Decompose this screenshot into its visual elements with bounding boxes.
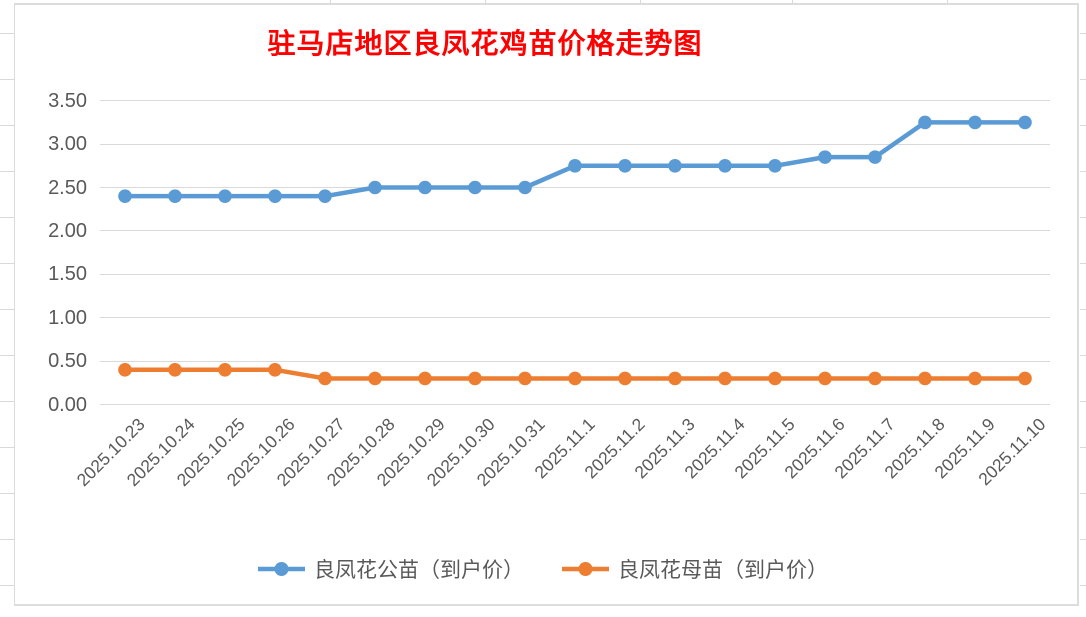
y-tick-label: 1.50 (48, 263, 87, 286)
y-tick-label: 0.00 (48, 393, 87, 416)
data-point-marker[interactable] (418, 371, 432, 386)
sheet-gridline-remnant (0, 355, 14, 356)
chart-legend[interactable]: 良凤花公苗（到户价） 良凤花母苗（到户价） (258, 554, 828, 584)
sheet-gridline-remnant (0, 171, 14, 172)
y-tick-label: 3.50 (48, 89, 87, 112)
data-point-marker[interactable] (268, 362, 282, 377)
data-point-marker[interactable] (368, 371, 382, 386)
y-tick-label: 2.50 (48, 176, 87, 199)
data-point-marker[interactable] (168, 189, 182, 203)
data-point-marker[interactable] (718, 371, 732, 386)
data-point-marker[interactable] (768, 159, 782, 173)
y-tick-label: 1.00 (48, 306, 87, 329)
sheet-gridline-remnant (0, 447, 14, 448)
sheet-gridline-remnant (1080, 309, 1086, 310)
data-point-marker[interactable] (368, 180, 382, 195)
chart-title: 驻马店地区良凤花鸡苗价格走势图 (267, 29, 703, 60)
sheet-gridline-remnant (0, 401, 14, 402)
y-tick-label: 3.00 (48, 133, 87, 156)
sheet-gridline-remnant (0, 585, 14, 586)
sheet-gridline-remnant (0, 79, 14, 80)
sheet-gridline-remnant (0, 217, 14, 218)
data-point-marker[interactable] (568, 159, 582, 173)
data-point-marker[interactable] (768, 371, 782, 386)
y-tick-label: 2.00 (48, 219, 87, 242)
sheet-gridline-remnant (0, 263, 14, 264)
data-point-marker[interactable] (868, 371, 882, 386)
data-point-marker[interactable] (968, 115, 982, 130)
data-point-marker[interactable] (618, 371, 632, 386)
data-point-marker[interactable] (518, 371, 532, 386)
data-point-marker[interactable] (318, 189, 332, 203)
y-tick-label: 0.50 (48, 350, 87, 373)
gridline (100, 273, 1050, 275)
gridline (100, 187, 1050, 188)
sheet-gridline-remnant (1080, 401, 1086, 402)
data-point-marker[interactable] (568, 371, 582, 386)
sheet-gridline-remnant (1080, 447, 1086, 448)
sheet-gridline-remnant (0, 33, 14, 34)
sheet-gridline-remnant (0, 309, 14, 310)
data-point-marker[interactable] (668, 371, 682, 386)
sheet-gridline-remnant (947, 0, 948, 4)
data-point-marker[interactable] (868, 150, 882, 164)
legend-key-line-marker (258, 562, 305, 576)
data-point-marker[interactable] (1018, 115, 1032, 130)
data-point-marker[interactable] (118, 189, 132, 203)
sheet-gridline-remnant (1080, 171, 1086, 172)
data-point-marker[interactable] (218, 189, 232, 203)
sheet-gridline-remnant (1080, 79, 1086, 80)
legend-item[interactable]: 良凤花母苗（到户价） (562, 554, 828, 584)
data-point-marker[interactable] (818, 150, 832, 164)
gridline (100, 317, 1050, 319)
gridline (100, 230, 1050, 232)
sheet-gridline-remnant (1080, 355, 1086, 356)
sheet-gridline-remnant (330, 0, 331, 4)
data-point-marker[interactable] (968, 371, 982, 386)
sheet-gridline-remnant (1080, 493, 1086, 494)
legend-item[interactable]: 良凤花公苗（到户价） (258, 554, 524, 584)
data-point-marker[interactable] (668, 159, 682, 173)
data-point-marker[interactable] (218, 362, 232, 377)
data-point-marker[interactable] (268, 189, 282, 203)
data-point-marker[interactable] (718, 159, 732, 173)
gridline (100, 143, 1050, 145)
data-point-marker[interactable] (918, 371, 932, 386)
sheet-gridline-remnant (1080, 585, 1086, 586)
sheet-gridline-remnant (1080, 539, 1086, 540)
gridline (100, 404, 1050, 405)
sheet-gridline-remnant (0, 125, 14, 126)
sheet-gridline-remnant (1080, 33, 1086, 34)
data-point-marker[interactable] (1018, 371, 1032, 386)
legend-label: 良凤花母苗（到户价） (618, 559, 828, 582)
sheet-gridline-remnant (485, 0, 486, 4)
data-point-marker[interactable] (818, 371, 832, 386)
data-point-marker[interactable] (918, 115, 932, 130)
sheet-gridline-remnant (0, 493, 14, 494)
data-point-marker[interactable] (518, 180, 532, 195)
data-point-marker[interactable] (168, 362, 182, 377)
legend-label: 良凤花公苗（到户价） (314, 559, 524, 582)
data-point-marker[interactable] (118, 362, 132, 377)
sheet-gridline-remnant (792, 0, 793, 4)
data-point-marker[interactable] (318, 371, 332, 386)
sheet-gridline-remnant (0, 539, 14, 540)
gridline (100, 360, 1050, 362)
sheet-gridline-remnant (1080, 263, 1086, 264)
legend-key-line-marker (562, 562, 609, 576)
sheet-gridline-remnant (1080, 217, 1086, 218)
sheet-gridline-remnant (1080, 125, 1086, 126)
data-point-marker[interactable] (618, 159, 632, 173)
gridline (100, 100, 1050, 102)
sheet-gridline-remnant (640, 0, 641, 4)
data-point-marker[interactable] (418, 180, 432, 195)
data-point-marker[interactable] (468, 371, 482, 386)
data-point-marker[interactable] (468, 180, 482, 195)
